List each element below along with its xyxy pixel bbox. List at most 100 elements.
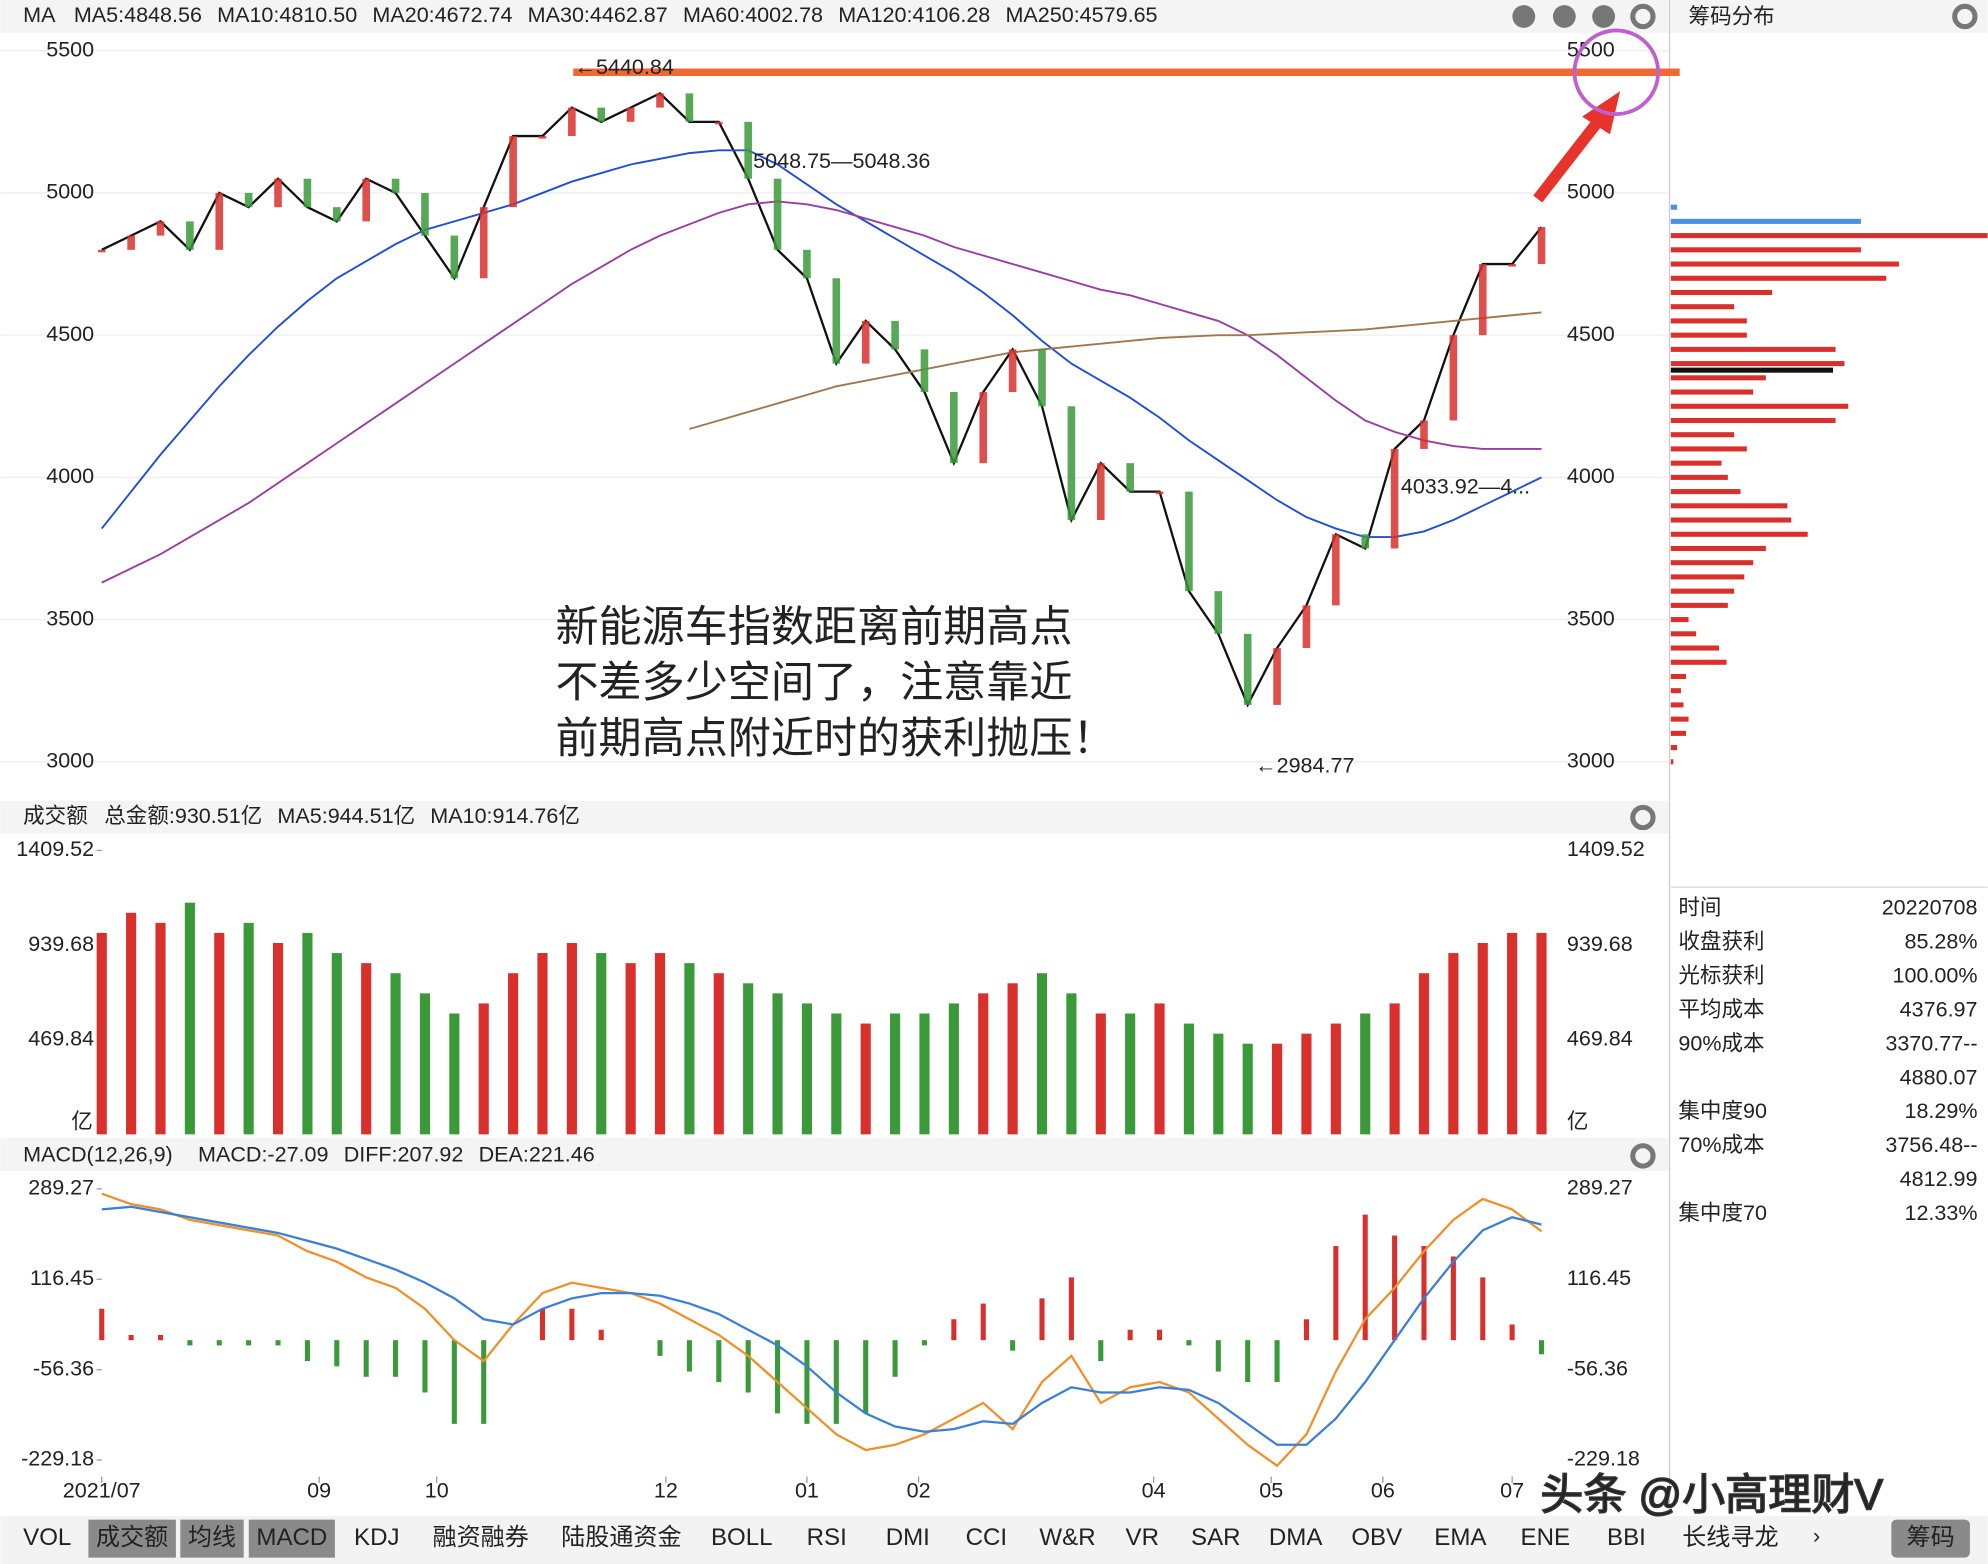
y-tick-label-right: 5000 xyxy=(1567,180,1615,204)
volume-bar xyxy=(184,902,195,1135)
arrow xyxy=(1533,115,1605,203)
toolbar-tab[interactable]: 成交额 xyxy=(96,1524,168,1551)
toolbar-tab[interactable]: VR xyxy=(1126,1524,1159,1551)
macd-bar xyxy=(1274,1340,1280,1383)
x-tick-label: 09 xyxy=(307,1478,331,1502)
chip-bar xyxy=(1670,489,1741,495)
legend-item: 总金额:930.51亿 xyxy=(104,804,262,828)
legend-item: MA30:4462.87 xyxy=(528,3,668,27)
toolbar-tab[interactable]: 长线寻龙 xyxy=(1682,1524,1778,1551)
candle xyxy=(1008,349,1017,393)
chip-bar xyxy=(1670,204,1678,210)
volume-bar xyxy=(713,973,724,1135)
toolbar-tab[interactable]: DMA xyxy=(1269,1524,1323,1551)
price-annotation: 5048.75—5048.36 xyxy=(753,149,930,173)
toolbar-tab-selected[interactable] xyxy=(248,1519,335,1558)
volume-header-bar xyxy=(0,801,1669,834)
zoom-in-button[interactable] xyxy=(1552,5,1576,28)
chip-bar xyxy=(1670,460,1722,466)
toolbar-tab[interactable]: SAR xyxy=(1191,1524,1241,1551)
candle xyxy=(274,178,282,208)
y-tick-label: 4500 xyxy=(46,322,94,346)
toolbar-tab[interactable]: OBV xyxy=(1351,1524,1402,1551)
volume-bar xyxy=(948,1003,959,1135)
y-tick-label-right: 289.27 xyxy=(1567,1176,1633,1200)
toolbar-tab-selected[interactable] xyxy=(88,1519,176,1558)
candle xyxy=(1478,264,1487,336)
legend-item: MA10:4810.50 xyxy=(217,3,357,27)
chip-title: 筹码分布 xyxy=(1689,4,1775,28)
toolbar-tab[interactable]: DMI xyxy=(886,1524,930,1551)
candle xyxy=(1243,633,1252,705)
macd-bar xyxy=(216,1340,222,1346)
candle xyxy=(97,249,106,253)
settings-button[interactable] xyxy=(1630,804,1656,831)
x-tick-label: 02 xyxy=(907,1478,931,1502)
toolbar-tab[interactable]: 均线 xyxy=(188,1524,236,1551)
chip-bar xyxy=(1670,375,1766,381)
toolbar-tab-selected[interactable] xyxy=(180,1519,244,1558)
volume-bar xyxy=(1154,1003,1165,1135)
toolbar-tab[interactable]: CCI xyxy=(966,1524,1007,1551)
stat-label: 集中度70 xyxy=(1678,1201,1767,1225)
y-tick-label: 5000 xyxy=(46,180,94,204)
legend-item: MA60:4002.78 xyxy=(683,3,823,27)
macd-bar xyxy=(598,1329,604,1341)
candle xyxy=(744,121,752,179)
toolbar-tab[interactable]: RSI xyxy=(807,1524,847,1551)
candle xyxy=(1126,463,1134,492)
candle xyxy=(920,349,929,393)
settings-button[interactable] xyxy=(1630,3,1656,30)
macd-bar xyxy=(921,1340,928,1346)
watermark: 头条 @小高理财V xyxy=(1540,1471,1883,1519)
minimize-button[interactable] xyxy=(1592,5,1616,28)
candle xyxy=(656,93,664,108)
chip-button[interactable]: 筹码 xyxy=(1907,1524,1955,1551)
chip-button-bg[interactable] xyxy=(1891,1519,1970,1558)
chip-bar xyxy=(1670,545,1766,552)
zoom-out-button[interactable] xyxy=(1512,5,1536,28)
toolbar-tab[interactable]: EMA xyxy=(1434,1524,1487,1551)
settings-button[interactable] xyxy=(1952,3,1978,30)
toolbar-tab[interactable]: W&R xyxy=(1039,1524,1095,1551)
macd-bar xyxy=(393,1340,399,1377)
volume-bar xyxy=(419,993,431,1135)
toolbar-tab[interactable]: KDJ xyxy=(354,1524,400,1551)
chip-bar xyxy=(1670,318,1747,324)
chip-bar xyxy=(1670,560,1754,566)
panel-title: MA xyxy=(23,3,56,27)
y-tick-label-right: 4500 xyxy=(1567,322,1615,346)
scroll-arrow[interactable]: › xyxy=(1813,1524,1820,1548)
volume-bar xyxy=(1095,1013,1106,1135)
macd-bar xyxy=(1127,1329,1133,1341)
volume-bar xyxy=(684,963,695,1135)
unit-label: 亿 xyxy=(71,1110,93,1134)
y-tick-label: 116.45 xyxy=(30,1266,94,1290)
volume-bar xyxy=(1007,983,1018,1135)
toolbar-tab[interactable]: MACD xyxy=(256,1524,327,1551)
macd-line xyxy=(101,1192,1543,1468)
candle xyxy=(509,136,517,208)
stat-label: 收盘获利 xyxy=(1678,929,1764,953)
toolbar-tab[interactable]: BOLL xyxy=(711,1524,773,1551)
candle xyxy=(391,178,400,193)
volume-bar xyxy=(478,1003,489,1135)
stat-value: 20220708 xyxy=(1882,895,1978,919)
toolbar-tab[interactable]: 陆股通资金 xyxy=(561,1524,681,1551)
y-tick-label-right: 3000 xyxy=(1567,748,1615,772)
stat-label: 平均成本 xyxy=(1678,997,1764,1021)
macd-bar xyxy=(1245,1340,1251,1383)
chip-bar xyxy=(1670,304,1735,310)
toolbar-tab[interactable]: BBI xyxy=(1607,1524,1646,1551)
volume-bar xyxy=(1066,993,1077,1135)
toolbar-tab[interactable]: 融资融券 xyxy=(433,1524,529,1551)
toolbar-tab[interactable]: ENE xyxy=(1521,1524,1571,1551)
settings-button[interactable] xyxy=(1630,1143,1656,1169)
chip-bar xyxy=(1670,474,1728,480)
legend-item: MA10:914.76亿 xyxy=(430,804,580,828)
candle xyxy=(803,249,811,279)
stat-value: 4812.99 xyxy=(1900,1167,1978,1191)
x-tick-label: 06 xyxy=(1371,1478,1395,1502)
candle xyxy=(538,136,547,139)
toolbar-tab[interactable]: VOL xyxy=(23,1524,71,1551)
